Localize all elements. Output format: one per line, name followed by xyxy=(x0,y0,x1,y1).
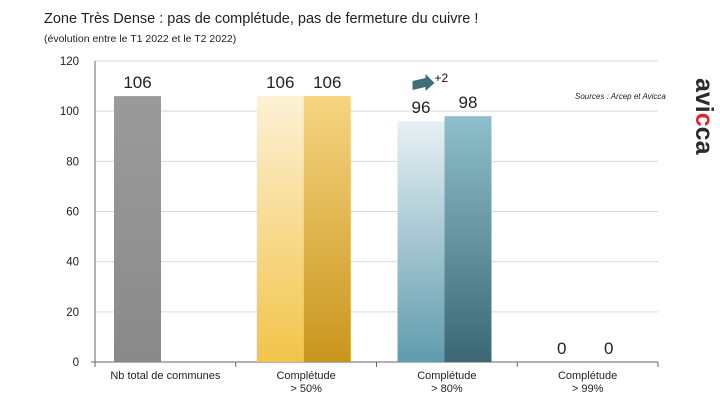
data-label: 98 xyxy=(459,93,478,112)
data-label: 106 xyxy=(123,73,151,92)
bar xyxy=(256,96,304,362)
bars xyxy=(114,96,492,362)
x-tick-label: Nb total de communes xyxy=(110,370,221,382)
x-tick-label: Complétude xyxy=(417,370,476,382)
y-tick-label: 60 xyxy=(66,207,79,219)
axes xyxy=(91,61,659,367)
bar xyxy=(397,121,445,362)
y-tick-label: 120 xyxy=(60,56,79,68)
data-label: 106 xyxy=(313,73,341,92)
data-label: 0 xyxy=(557,339,566,358)
data-label: 96 xyxy=(412,98,431,117)
bar xyxy=(444,116,492,362)
y-tick-label: 0 xyxy=(73,357,79,369)
x-tick-label: Complétude xyxy=(276,370,335,382)
y-tick-label: 100 xyxy=(60,106,79,118)
x-tick-label: > 99% xyxy=(572,383,604,395)
y-tick-label: 40 xyxy=(66,257,79,269)
x-tick-label: > 50% xyxy=(290,383,322,395)
bar xyxy=(114,96,161,362)
chart-subtitle: (évolution entre le T1 2022 et le T2 202… xyxy=(44,33,237,45)
x-tick-label: > 80% xyxy=(431,383,463,395)
annotation-arrow-icon xyxy=(412,74,435,91)
chart-title: Zone Très Dense : pas de complétude, pas… xyxy=(44,11,479,27)
annotation: +2 xyxy=(412,71,449,91)
source-note: Sources : Arcep et Avicca xyxy=(575,92,666,101)
data-label: 0 xyxy=(604,339,613,358)
tick-labels: 0 20 40 60 80 100 120 Nb total de communes Compl… xyxy=(60,56,617,395)
annotation-label: +2 xyxy=(435,71,449,85)
bar xyxy=(303,96,351,362)
data-label: 106 xyxy=(266,73,294,92)
y-tick-label: 20 xyxy=(66,307,79,319)
grid-lines xyxy=(95,60,658,313)
x-tick-label: Complétude xyxy=(558,370,617,382)
data-labels: 106 106 106 96 98 0 0 xyxy=(123,73,613,358)
y-tick-label: 80 xyxy=(66,156,79,168)
